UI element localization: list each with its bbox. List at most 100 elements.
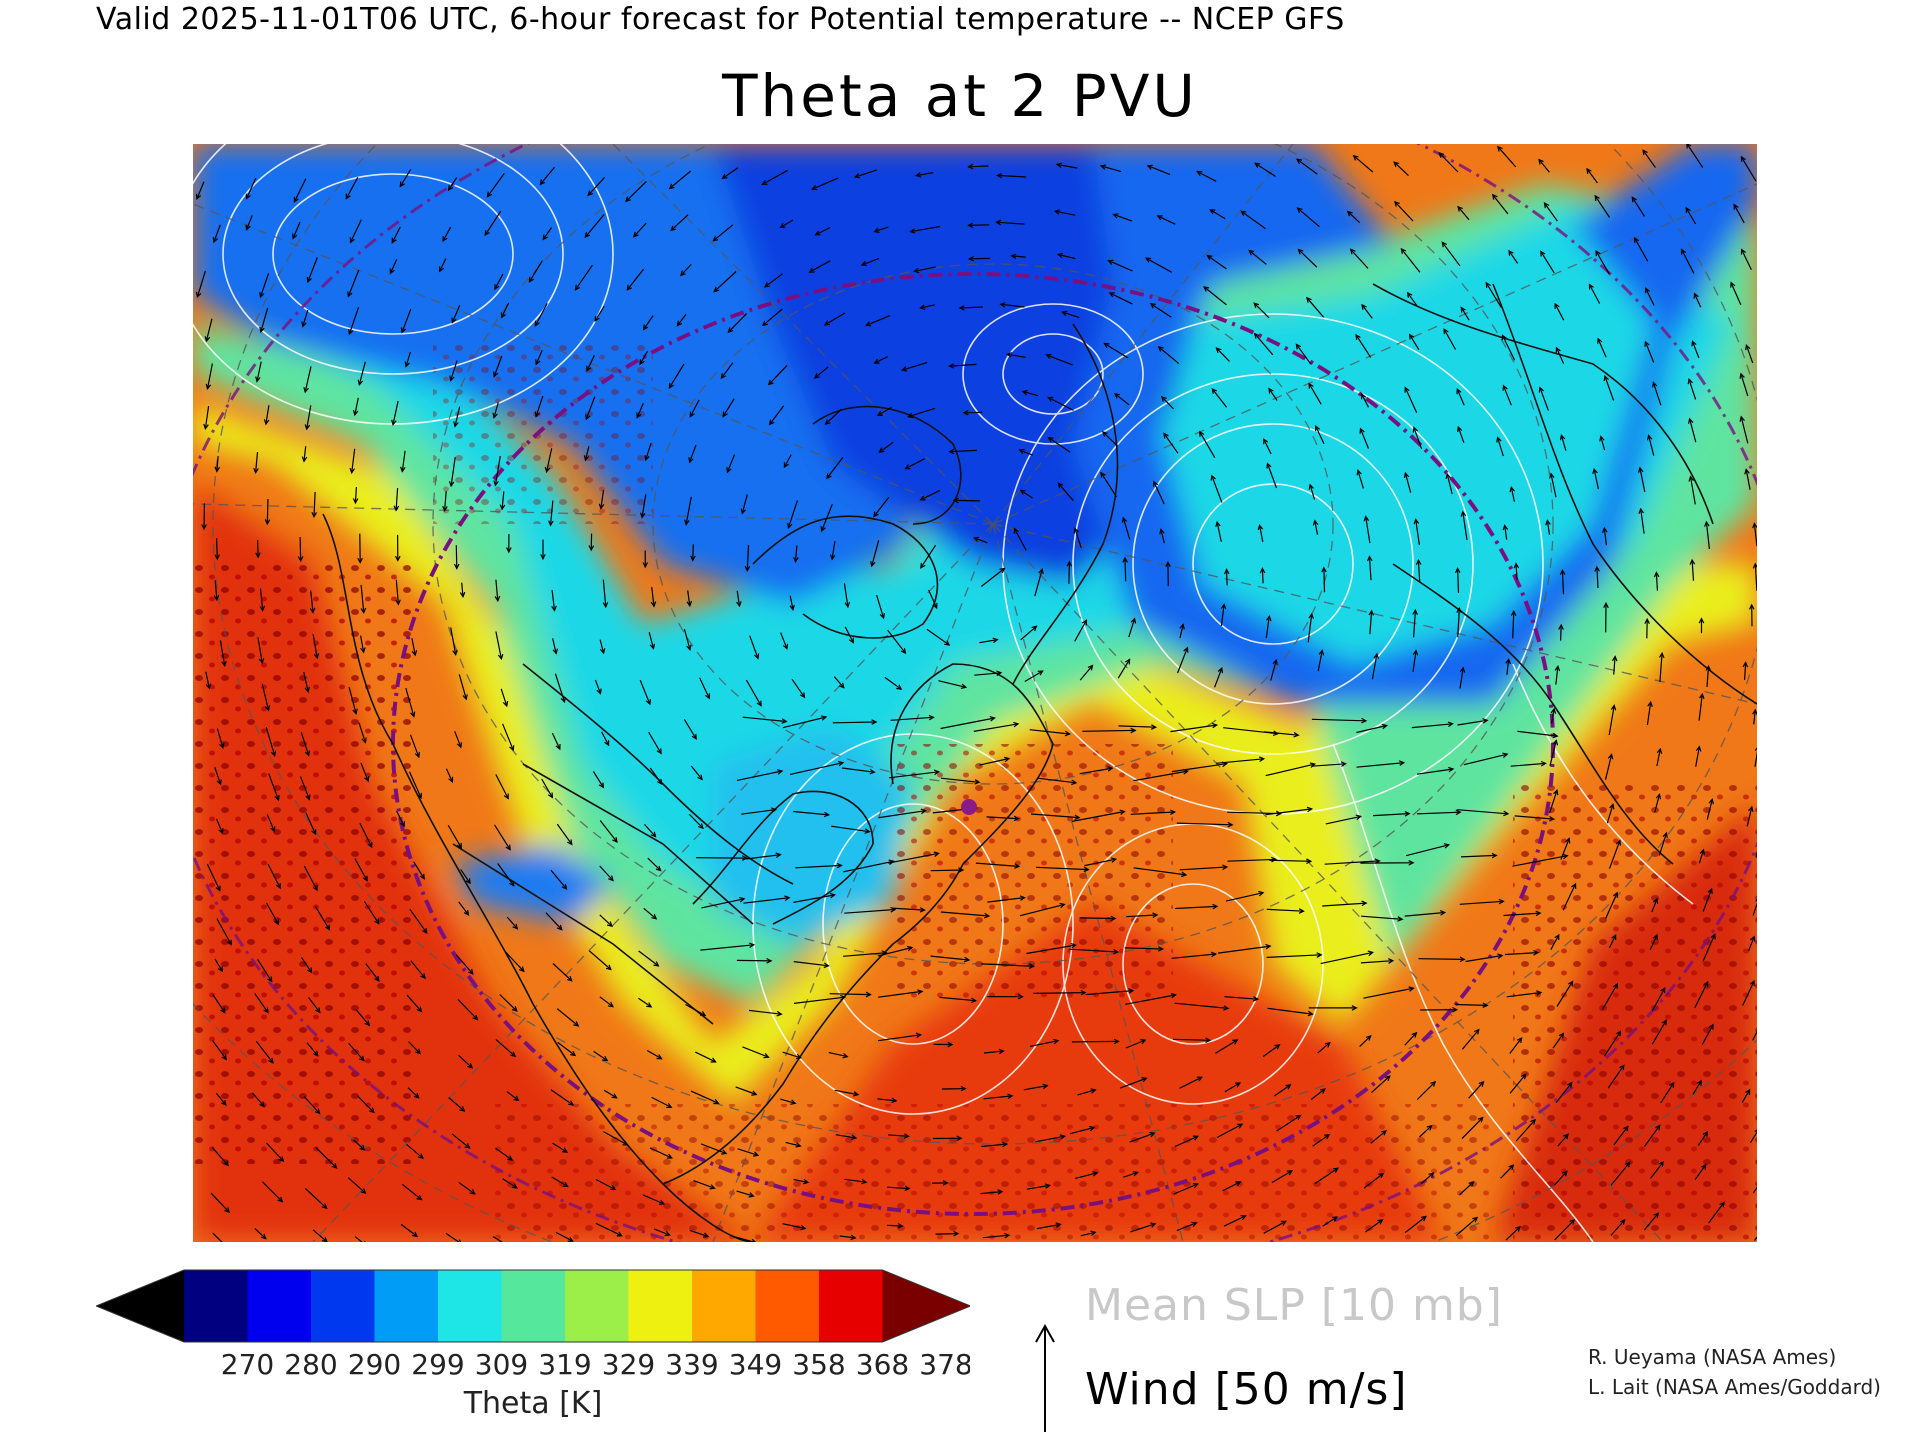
wind-vector-head bbox=[1478, 1080, 1485, 1087]
wind-vector-head bbox=[1306, 806, 1314, 813]
wind-vector-head bbox=[439, 266, 445, 273]
wind-vector-head bbox=[1263, 438, 1269, 445]
wind-vector-head bbox=[1110, 857, 1118, 863]
wind-vector bbox=[1651, 987, 1666, 1012]
wind-vector bbox=[768, 364, 788, 386]
wind-vector-head bbox=[1297, 248, 1304, 255]
wind-vector bbox=[1749, 1131, 1757, 1144]
wind-vector-head bbox=[972, 536, 980, 542]
wind-vector-head bbox=[1611, 933, 1617, 941]
wind-vector bbox=[1446, 473, 1453, 495]
wind-vector-head bbox=[1090, 1088, 1097, 1094]
wind-vector-head bbox=[1609, 803, 1615, 810]
wind-vector-head bbox=[1080, 989, 1087, 996]
wind-vector bbox=[791, 678, 805, 698]
wind-vector-head bbox=[709, 1184, 716, 1190]
wind-vector-head bbox=[813, 373, 820, 379]
wind-vector bbox=[315, 1147, 338, 1169]
wind-vector-head bbox=[212, 236, 219, 244]
wind-vector-head bbox=[1428, 1172, 1435, 1178]
wind-vector bbox=[1270, 659, 1277, 681]
wind-vector bbox=[973, 723, 1019, 732]
wind-vector bbox=[1694, 981, 1709, 1009]
wind-vector bbox=[689, 399, 700, 417]
wind-vector-head bbox=[1669, 1081, 1675, 1088]
wind-vector-head bbox=[561, 1147, 569, 1153]
wind-vector-head bbox=[1631, 196, 1637, 203]
wind-vector bbox=[1171, 763, 1227, 773]
wind-vector-head bbox=[1272, 658, 1278, 666]
wind-legend: Wind [50 m/s] bbox=[1085, 1364, 1408, 1415]
wind-vector-head bbox=[1089, 1125, 1096, 1132]
wind-vector bbox=[1517, 730, 1558, 737]
wind-vector-head bbox=[361, 737, 367, 744]
wind-vector-head bbox=[1110, 915, 1117, 922]
wind-vector-head bbox=[218, 828, 224, 835]
wind-vector bbox=[353, 1139, 365, 1151]
wind-vector bbox=[1079, 665, 1093, 681]
wind-vector bbox=[1649, 934, 1658, 951]
wind-vector-head bbox=[1209, 209, 1216, 215]
wind-vector-head bbox=[1160, 395, 1167, 402]
wind-vector bbox=[205, 318, 213, 342]
wind-vector-head bbox=[992, 637, 999, 644]
wind-vector-head bbox=[1146, 164, 1153, 170]
wind-vector-head bbox=[763, 1052, 770, 1059]
wind-vector-head bbox=[853, 1091, 860, 1097]
wind-vector bbox=[1560, 435, 1567, 451]
wind-vector-head bbox=[1438, 151, 1445, 158]
wind-vector-head bbox=[1660, 986, 1666, 994]
wind-vector bbox=[689, 1229, 709, 1238]
theta-map bbox=[193, 144, 1757, 1242]
wind-vector-head bbox=[688, 457, 694, 464]
wind-vector bbox=[877, 1098, 897, 1102]
wind-vector-head bbox=[909, 228, 916, 234]
wind-vector bbox=[890, 716, 934, 721]
wind-vector-head bbox=[666, 1103, 673, 1109]
wind-vector bbox=[454, 731, 462, 748]
wind-vector-head bbox=[1223, 1005, 1230, 1011]
wind-vector bbox=[212, 994, 226, 1013]
wind-vector-head bbox=[1150, 1222, 1157, 1228]
wind-vector-head bbox=[1454, 567, 1461, 574]
wind-vector bbox=[727, 313, 748, 333]
wind-vector bbox=[794, 545, 798, 562]
wind-vector-head bbox=[264, 705, 271, 712]
wind-vector bbox=[1457, 809, 1509, 815]
wind-vector bbox=[1508, 250, 1519, 264]
wind-vector bbox=[1069, 1126, 1095, 1135]
wind-vector-head bbox=[1644, 340, 1650, 347]
wind-vector-head bbox=[919, 495, 926, 501]
wind-vector-head bbox=[1296, 207, 1303, 213]
wind-vector-head bbox=[779, 222, 786, 229]
wind-vector-head bbox=[1156, 215, 1163, 221]
wind-vector-head bbox=[1652, 933, 1658, 941]
wind-vector bbox=[878, 946, 913, 957]
wind-vector-head bbox=[1061, 310, 1068, 317]
wind-vector-head bbox=[1099, 164, 1107, 170]
wind-vector-head bbox=[713, 1099, 720, 1105]
wind-vector bbox=[651, 586, 655, 607]
wind-vector-head bbox=[352, 409, 359, 417]
wind-vector-head bbox=[1021, 389, 1028, 396]
wind-vector-head bbox=[767, 379, 774, 386]
wind-vector bbox=[1501, 335, 1516, 361]
wind-vector-head bbox=[1687, 378, 1693, 385]
wind-vector-head bbox=[888, 859, 895, 865]
wind-vector-head bbox=[781, 718, 788, 724]
wind-vector-head bbox=[259, 1101, 265, 1108]
wind-vector-head bbox=[1599, 435, 1605, 442]
wind-vector bbox=[595, 1178, 616, 1191]
wind-vector bbox=[1084, 858, 1116, 867]
wind-vector-head bbox=[259, 326, 265, 334]
wind-vector-head bbox=[1331, 1216, 1339, 1222]
wind-vector bbox=[599, 820, 618, 843]
wind-vector bbox=[1505, 1226, 1521, 1241]
wind-vector bbox=[680, 264, 692, 276]
wind-vector-head bbox=[956, 1135, 963, 1142]
wind-vector bbox=[493, 355, 503, 377]
wind-vector-head bbox=[534, 320, 540, 327]
wind-vector bbox=[742, 1046, 769, 1058]
wind-vector bbox=[874, 356, 888, 364]
wind-vector bbox=[1268, 388, 1278, 401]
